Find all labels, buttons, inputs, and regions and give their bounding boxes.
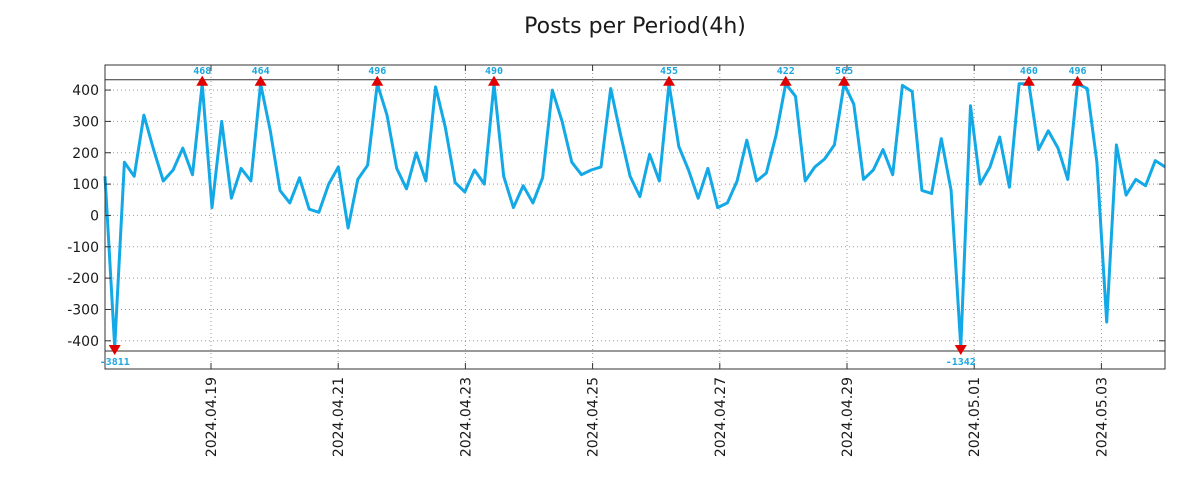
tick-label-layer: 400 300 200 100 0 -100 -200 -300 -400 2024.04.19 2… (67, 66, 1110, 457)
plot-frame (104, 64, 1166, 370)
data-label: 565 (835, 66, 853, 77)
x-tick-label: 2024.05.01 (967, 377, 983, 457)
data-label: 460 (1020, 66, 1038, 77)
x-tick-label: 2024.04.21 (331, 377, 347, 457)
data-label: 464 (252, 66, 270, 77)
y-tick-label: 0 (90, 208, 99, 224)
marker-layer (108, 75, 1084, 356)
y-tick-label: -200 (67, 271, 99, 287)
data-label: -3811 (100, 357, 130, 368)
grid-layer (105, 65, 1165, 369)
series-layer (103, 82, 1166, 349)
peak-marker (1071, 75, 1084, 86)
y-tick-label: 100 (72, 177, 99, 193)
data-label: 468 (193, 66, 211, 77)
data-label: 422 (777, 66, 795, 77)
y-tick-label: 200 (72, 146, 99, 162)
data-label: 496 (1068, 66, 1086, 77)
data-label: 496 (368, 66, 386, 77)
data-label: -1342 (946, 357, 976, 368)
peak-marker (487, 75, 500, 86)
y-tick-label: -300 (67, 302, 99, 318)
x-tick-label: 2024.04.25 (586, 377, 602, 457)
peak-marker (254, 75, 267, 86)
peak-marker (779, 75, 792, 86)
peak-marker (1022, 75, 1035, 86)
series-line (103, 82, 1166, 349)
peak-marker (838, 75, 851, 86)
data-label: 490 (485, 66, 503, 77)
peak-marker (108, 345, 121, 356)
peak-marker (663, 75, 676, 86)
data-label: 455 (660, 66, 678, 77)
clip-lines (105, 79, 1165, 352)
x-tick-label: 2024.04.23 (458, 377, 474, 457)
peak-marker (954, 345, 967, 356)
x-tick-label: 2024.04.29 (840, 377, 856, 457)
y-tick-label: 400 (72, 83, 99, 99)
peak-marker (196, 75, 209, 86)
x-tick-label: 2024.05.03 (1094, 377, 1110, 457)
peak-marker (371, 75, 384, 86)
chart-title: Posts per Period(4h) (524, 14, 746, 39)
y-tick-label: -400 (67, 334, 99, 350)
axis-layer (104, 64, 1166, 370)
y-tick-label: -100 (67, 240, 99, 256)
x-tick-label: 2024.04.19 (204, 377, 220, 457)
x-tick-label: 2024.04.27 (713, 377, 729, 457)
y-tick-label: 300 (72, 114, 99, 130)
